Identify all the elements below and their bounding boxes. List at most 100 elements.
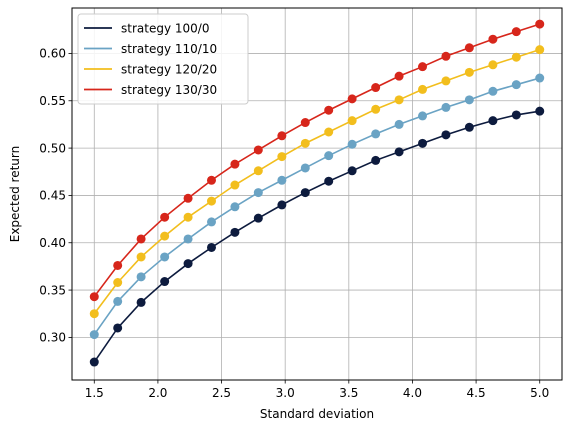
y-axis-label: Expected return [8, 146, 22, 243]
data-point [89, 309, 99, 319]
data-point [300, 188, 310, 198]
legend-label: strategy 130/30 [121, 83, 217, 97]
data-point [511, 80, 521, 90]
data-point [113, 323, 123, 333]
data-point [371, 83, 381, 93]
data-point [277, 175, 287, 185]
legend-item: strategy 100/0 [84, 21, 209, 35]
x-tick-label: 2.0 [148, 386, 167, 400]
data-point [253, 213, 263, 223]
data-point [394, 95, 404, 105]
data-point [488, 60, 498, 70]
data-point [488, 86, 498, 96]
data-point [300, 163, 310, 173]
data-point [113, 278, 123, 288]
data-point [464, 67, 474, 77]
data-point [324, 176, 334, 186]
data-point [206, 217, 216, 227]
data-point [253, 166, 263, 176]
data-point [183, 193, 193, 203]
data-point [394, 119, 404, 129]
data-point [206, 196, 216, 206]
data-point [277, 200, 287, 210]
x-tick-label: 3.0 [276, 386, 295, 400]
data-point [253, 145, 263, 155]
y-tick-label: 0.35 [39, 283, 66, 297]
data-point [136, 297, 146, 307]
x-tick-label: 1.5 [85, 386, 104, 400]
data-point [89, 292, 99, 302]
x-tick-label: 5.0 [530, 386, 549, 400]
data-point [324, 127, 334, 137]
data-point [230, 159, 240, 169]
data-point [511, 27, 521, 37]
data-point [230, 202, 240, 212]
data-point [394, 147, 404, 157]
data-point [89, 330, 99, 340]
legend-label: strategy 120/20 [121, 62, 217, 76]
data-point [464, 43, 474, 53]
data-point [418, 138, 428, 148]
data-point [253, 188, 263, 198]
legend-label: strategy 110/10 [121, 42, 217, 56]
data-point [324, 151, 334, 161]
x-tick-label: 4.0 [403, 386, 422, 400]
series-3 [89, 19, 545, 302]
data-point [441, 130, 451, 140]
y-tick-label: 0.50 [39, 141, 66, 155]
data-point [535, 19, 545, 29]
data-point [160, 212, 170, 222]
data-point [535, 73, 545, 83]
data-point [347, 166, 357, 176]
y-tick-label: 0.60 [39, 47, 66, 61]
data-point [347, 116, 357, 126]
x-tick-label: 2.5 [212, 386, 231, 400]
series-0 [89, 106, 545, 367]
data-point [441, 76, 451, 86]
data-point [441, 102, 451, 112]
legend: strategy 100/0 strategy 110/10 strategy 12… [77, 13, 249, 105]
data-point [277, 152, 287, 162]
data-point [113, 296, 123, 306]
y-tick-label: 0.55 [39, 94, 66, 108]
data-point [418, 84, 428, 94]
data-point [160, 277, 170, 287]
data-point [113, 260, 123, 270]
y-tick-label: 0.40 [39, 236, 66, 250]
data-point [371, 129, 381, 139]
data-point [183, 234, 193, 244]
data-point [488, 116, 498, 126]
data-point [136, 272, 146, 282]
data-point [160, 231, 170, 241]
data-point [183, 212, 193, 222]
data-point [464, 95, 474, 105]
data-point [511, 110, 521, 120]
series-layer [89, 19, 545, 367]
plot-frame [71, 7, 563, 381]
data-point [347, 94, 357, 104]
data-point [535, 106, 545, 116]
data-point [277, 131, 287, 141]
data-point [441, 51, 451, 61]
series-2 [89, 45, 545, 319]
legend-item: strategy 120/20 [84, 62, 217, 76]
data-point [300, 138, 310, 148]
data-point [300, 118, 310, 128]
data-point [230, 180, 240, 190]
data-point [511, 52, 521, 62]
data-point [535, 45, 545, 55]
data-point [324, 105, 334, 115]
data-point [371, 104, 381, 114]
data-point [136, 234, 146, 244]
data-point [206, 242, 216, 252]
data-point [89, 357, 99, 367]
y-tick-label: 0.30 [39, 331, 66, 345]
y-tick-label: 0.45 [39, 189, 66, 203]
ticks: 1.5 2.0 2.5 3.0 3.5 4.0 4.5 5.0 0.30 0.35 0.40 0.45… [39, 47, 549, 400]
data-point [347, 139, 357, 149]
data-point [418, 111, 428, 121]
legend-item: strategy 110/10 [84, 42, 217, 56]
data-point [160, 252, 170, 262]
data-point [394, 71, 404, 81]
series-1 [89, 73, 545, 340]
